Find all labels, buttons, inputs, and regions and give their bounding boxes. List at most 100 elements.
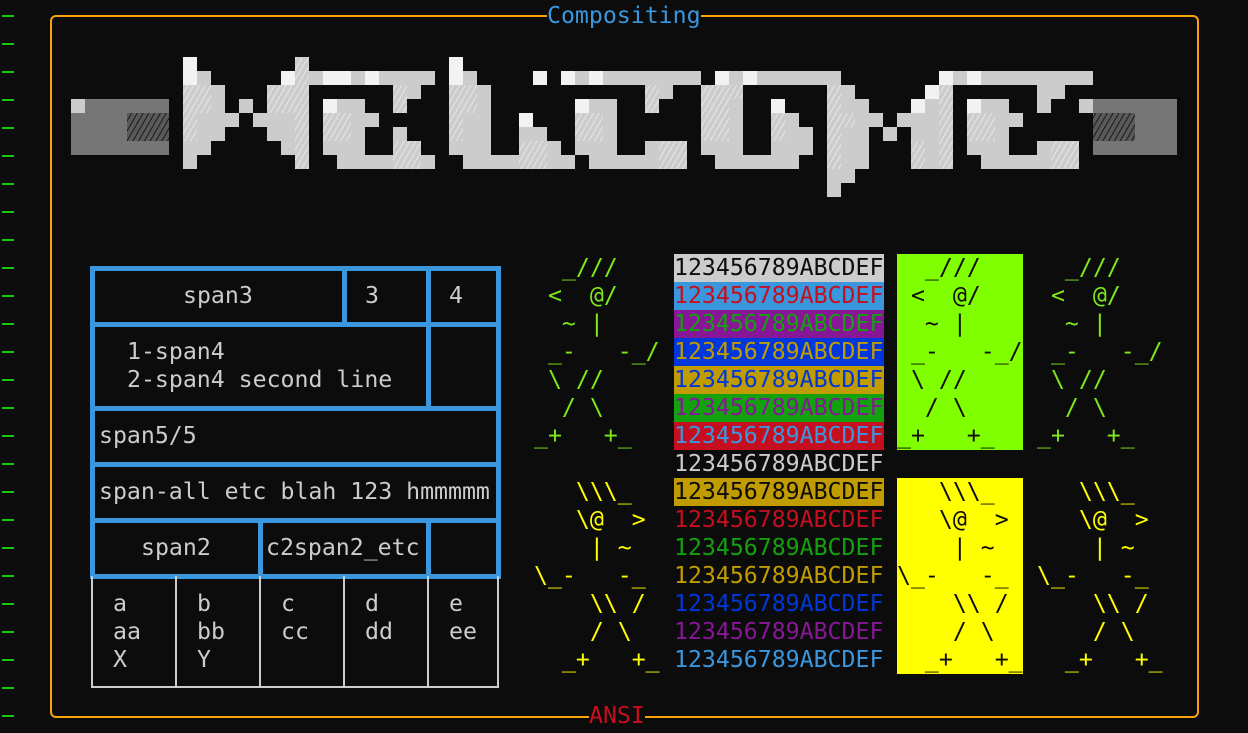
green-figure-line: _/// [534, 254, 618, 281]
logo-block [939, 99, 953, 113]
green-figure-line: _- -_/ [534, 338, 660, 365]
logo-block [71, 99, 85, 113]
color-strip: 123456789ABCDEF [674, 366, 884, 394]
logo-block [1037, 99, 1051, 113]
logo-block [981, 155, 1051, 169]
logo-block [421, 155, 435, 169]
logo-block [827, 155, 841, 169]
logo-block [827, 141, 841, 155]
yellow-figure-line: \\\_ [1037, 478, 1135, 505]
yellow-figure-line: _+ +_ [1037, 646, 1163, 673]
table-cell: X [113, 646, 127, 673]
logo-block [827, 113, 855, 127]
cell-c2span2: c2span2_etc [266, 534, 420, 561]
logo-block [575, 127, 603, 141]
logo-block [659, 85, 673, 99]
logo-block [197, 127, 225, 141]
logo-block [393, 99, 407, 113]
logo-block [841, 127, 869, 141]
green-figure-box [897, 254, 1023, 450]
logo-block [351, 127, 365, 141]
logo-block [183, 141, 211, 155]
logo-block [757, 71, 841, 85]
gutter-mark [2, 211, 14, 213]
logo-block [575, 71, 589, 85]
logo-block [449, 113, 463, 127]
cell-span4-line2: 2-span4 second line [127, 366, 393, 393]
logo-block [995, 113, 1023, 127]
logo-block [827, 127, 841, 141]
table-cell: e [449, 590, 463, 617]
logo-block [183, 155, 197, 169]
logo-block [561, 71, 575, 85]
logo-block [267, 85, 309, 99]
green-figure-line: _+ +_ [1037, 422, 1135, 449]
gutter-mark [2, 43, 14, 45]
gutter-mark [2, 295, 14, 297]
logo-block [855, 113, 883, 127]
table-cell: dd [365, 618, 393, 645]
logo-block [995, 127, 1009, 141]
logo-block [645, 85, 659, 99]
logo-block [71, 113, 127, 127]
logo-block [71, 141, 169, 155]
logo-block [911, 141, 925, 155]
logo-block [1051, 141, 1079, 155]
logo-block [575, 99, 589, 113]
gutter-mark [2, 351, 14, 353]
yellow-figure-line: _+ +_ [897, 646, 1023, 673]
color-strip: 123456789ABCDEF [674, 422, 884, 450]
logo-block [323, 141, 365, 155]
logo-block [477, 85, 491, 99]
logo-block [911, 155, 925, 169]
logo-block [701, 127, 729, 141]
gutter-mark [2, 183, 14, 185]
green-figure-line: \ // [1037, 366, 1107, 393]
color-strip: 123456789ABCDEF [674, 450, 884, 477]
logo-block [519, 127, 547, 141]
logo-block [253, 113, 295, 127]
logo-block [771, 141, 813, 155]
logo-block [967, 71, 981, 85]
logo-block [729, 99, 743, 113]
logo-block [281, 71, 295, 85]
logo-block [939, 85, 953, 99]
logo-block [981, 71, 1093, 85]
logo-block [603, 71, 701, 85]
table-cell: c [281, 590, 295, 617]
table-cell: aa [113, 618, 141, 645]
logo-block [463, 113, 491, 127]
green-figure-line: < @/ [534, 282, 618, 309]
gutter-mark [2, 267, 14, 269]
logo-block [701, 141, 743, 155]
logo-block [183, 127, 197, 141]
logo-block [393, 141, 421, 155]
logo-block [183, 57, 197, 71]
gutter-mark [2, 491, 14, 493]
gutter-mark [2, 435, 14, 437]
yellow-figure-line: \_- -_ [1037, 562, 1149, 589]
logo-block [337, 99, 365, 113]
panel-title: Compositing [547, 2, 701, 30]
green-figure-line: / \ [1037, 394, 1107, 421]
logo-block [547, 155, 575, 169]
logo-block [393, 155, 421, 169]
logo-block [519, 155, 547, 169]
logo-block [883, 127, 897, 141]
yellow-figure-line: | ~ [1037, 534, 1135, 561]
logo-block [239, 99, 253, 113]
logo-block [1079, 99, 1093, 113]
logo-block [351, 113, 379, 127]
logo-block [981, 99, 1009, 113]
logo-block [281, 141, 295, 155]
green-figure-line: ~ | [534, 310, 604, 337]
logo-block [197, 113, 239, 127]
gutter-mark [2, 407, 14, 409]
gutter-mark [2, 659, 14, 661]
yellow-figure-line: / \ [897, 618, 995, 645]
logo-block [1135, 127, 1177, 141]
yellow-figure-line: / \ [1037, 618, 1135, 645]
logo-block [939, 71, 953, 85]
green-figure-line: \ // [534, 366, 604, 393]
color-strip: 123456789ABCDEF [674, 310, 884, 338]
